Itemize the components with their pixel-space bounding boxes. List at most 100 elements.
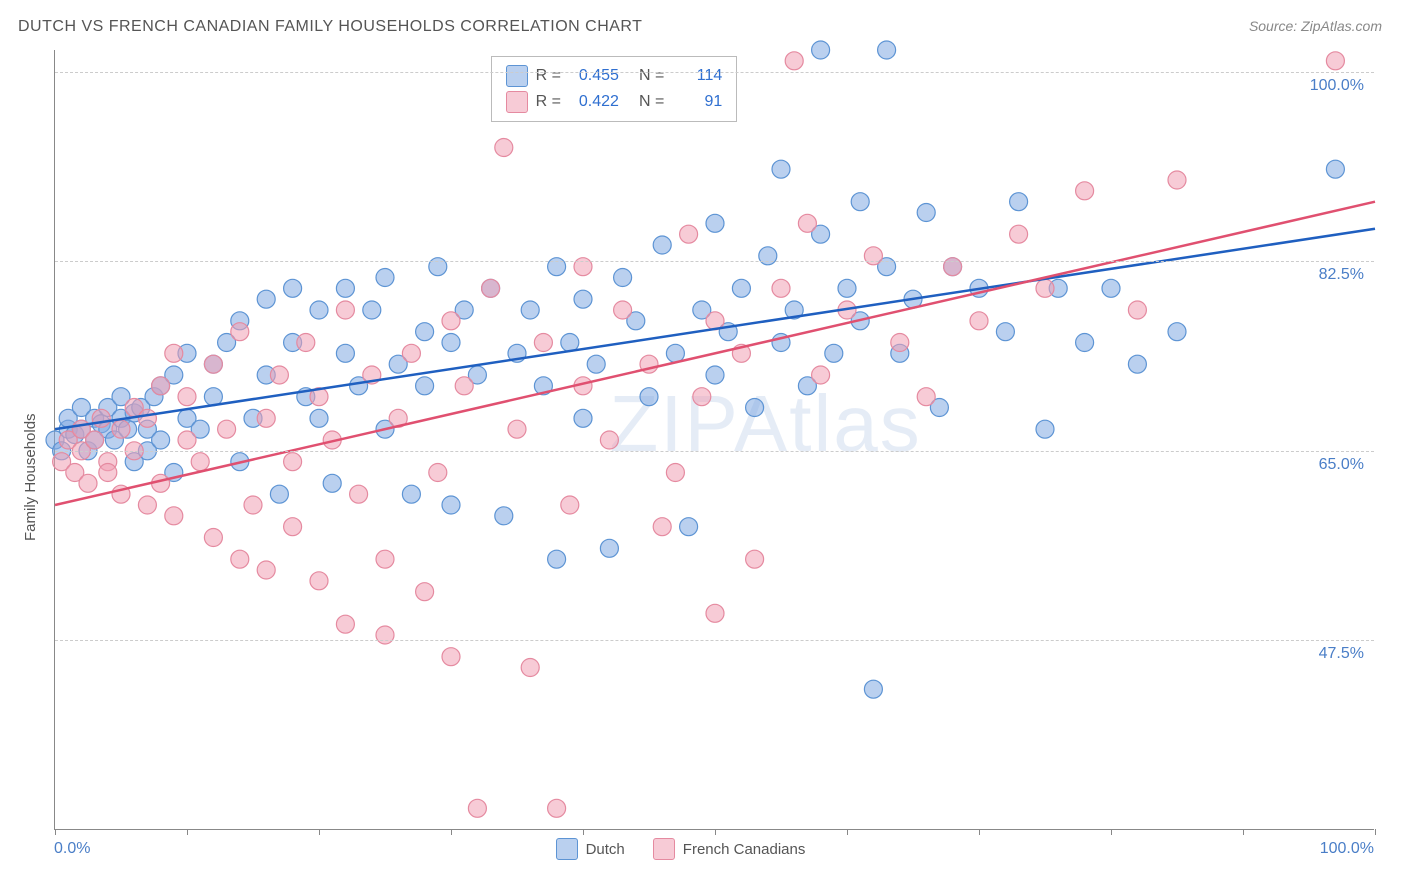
data-point	[521, 659, 539, 677]
x-axis-max-label: 100.0%	[1320, 840, 1374, 858]
regression-line	[55, 202, 1375, 505]
data-point	[680, 518, 698, 536]
data-point	[732, 279, 750, 297]
gridline	[55, 640, 1374, 641]
correlation-chart: DUTCH VS FRENCH CANADIAN FAMILY HOUSEHOL…	[0, 0, 1406, 892]
data-point	[231, 323, 249, 341]
data-point	[442, 496, 460, 514]
data-point	[600, 431, 618, 449]
data-point	[204, 529, 222, 547]
x-tick	[1111, 829, 1112, 835]
data-point	[1076, 182, 1094, 200]
legend-item: French Canadians	[653, 838, 806, 860]
data-point	[1102, 279, 1120, 297]
chart-title: DUTCH VS FRENCH CANADIAN FAMILY HOUSEHOL…	[18, 18, 642, 36]
stat-n-label: N =	[639, 63, 664, 89]
y-tick-label: 65.0%	[1319, 456, 1364, 474]
data-point	[653, 518, 671, 536]
x-tick	[187, 829, 188, 835]
data-point	[746, 550, 764, 568]
data-point	[178, 388, 196, 406]
x-tick	[319, 829, 320, 835]
data-point	[614, 301, 632, 319]
y-tick-label: 47.5%	[1319, 645, 1364, 663]
data-point	[178, 431, 196, 449]
stat-r-label: R =	[536, 63, 561, 89]
data-point	[587, 355, 605, 373]
data-point	[1036, 420, 1054, 438]
x-tick	[451, 829, 452, 835]
gridline	[55, 72, 1374, 73]
data-point	[666, 344, 684, 362]
data-point	[99, 464, 117, 482]
gridline	[55, 451, 1374, 452]
data-point	[917, 388, 935, 406]
data-point	[825, 344, 843, 362]
data-point	[402, 344, 420, 362]
data-point	[363, 301, 381, 319]
data-point	[297, 334, 315, 352]
data-point	[257, 561, 275, 579]
data-point	[284, 279, 302, 297]
gridline	[55, 261, 1374, 262]
data-point	[336, 615, 354, 633]
data-point	[693, 388, 711, 406]
x-tick	[715, 829, 716, 835]
data-point	[798, 214, 816, 232]
x-tick	[1243, 829, 1244, 835]
data-point	[323, 474, 341, 492]
data-point	[152, 377, 170, 395]
data-point	[680, 225, 698, 243]
data-point	[310, 572, 328, 590]
data-point	[336, 301, 354, 319]
data-point	[376, 550, 394, 568]
data-point	[350, 485, 368, 503]
data-point	[548, 799, 566, 817]
data-point	[416, 583, 434, 601]
data-point	[310, 301, 328, 319]
data-point	[442, 648, 460, 666]
legend-label: French Canadians	[683, 841, 806, 858]
data-point	[336, 344, 354, 362]
data-point	[416, 323, 434, 341]
data-point	[257, 290, 275, 308]
stats-row: R =0.455N =114	[506, 63, 723, 89]
stat-r-value: 0.455	[569, 63, 619, 89]
legend-item: Dutch	[556, 838, 625, 860]
data-point	[640, 388, 658, 406]
data-point	[521, 301, 539, 319]
data-point	[706, 366, 724, 384]
data-point	[1128, 355, 1146, 373]
data-point	[402, 485, 420, 503]
data-point	[482, 279, 500, 297]
data-point	[336, 279, 354, 297]
source-attribution: Source: ZipAtlas.com	[1249, 18, 1382, 34]
data-point	[191, 453, 209, 471]
data-point	[416, 377, 434, 395]
data-point	[1168, 171, 1186, 189]
data-point	[996, 323, 1014, 341]
data-point	[891, 334, 909, 352]
data-point	[165, 344, 183, 362]
data-point	[442, 334, 460, 352]
data-point	[917, 204, 935, 222]
data-point	[1326, 160, 1344, 178]
x-axis-min-label: 0.0%	[54, 840, 90, 858]
data-point	[376, 269, 394, 287]
stat-n-label: N =	[639, 89, 664, 115]
data-point	[970, 312, 988, 330]
data-point	[706, 214, 724, 232]
stat-r-label: R =	[536, 89, 561, 115]
data-point	[812, 366, 830, 384]
data-point	[1010, 225, 1028, 243]
x-tick	[583, 829, 584, 835]
x-tick	[55, 829, 56, 835]
data-point	[1128, 301, 1146, 319]
x-tick	[847, 829, 848, 835]
legend-bottom: Dutch French Canadians	[556, 838, 806, 860]
data-point	[165, 507, 183, 525]
legend-label: Dutch	[586, 841, 625, 858]
x-tick	[1375, 829, 1376, 835]
data-point	[429, 464, 447, 482]
data-point	[284, 518, 302, 536]
